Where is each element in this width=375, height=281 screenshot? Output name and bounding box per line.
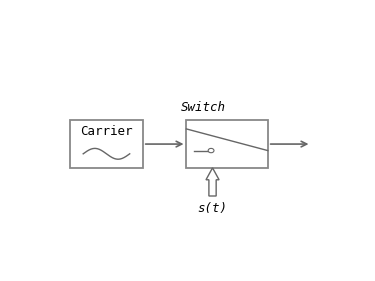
Text: Switch: Switch (182, 101, 226, 114)
Polygon shape (206, 168, 219, 196)
Text: s(t): s(t) (198, 203, 228, 216)
Bar (70, 120, 143, 168)
Bar (186, 120, 268, 168)
Text: Carrier: Carrier (80, 124, 133, 138)
Circle shape (208, 148, 214, 153)
